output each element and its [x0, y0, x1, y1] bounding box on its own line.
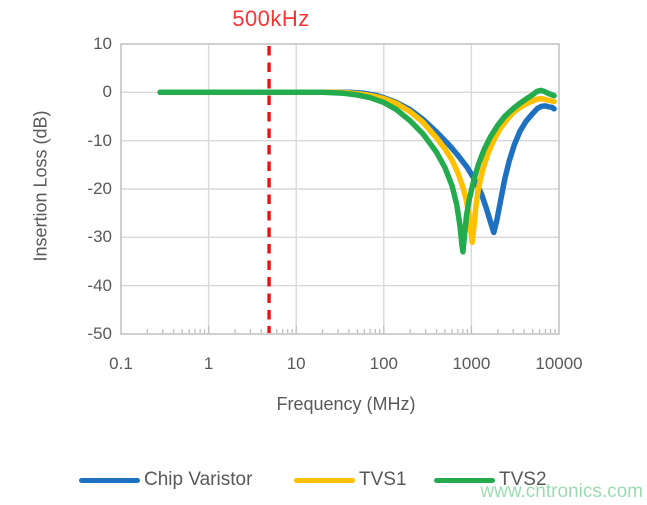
gridlines	[121, 44, 559, 334]
series-line-chip-varistor	[157, 89, 557, 236]
y-tick-label: -40	[87, 275, 112, 295]
x-axis-minor-ticks	[146, 326, 556, 333]
y-axis-title: Insertion Loss (dB)	[30, 110, 51, 262]
y-tick-label: -10	[87, 130, 112, 150]
x-tick-label: 1	[203, 354, 214, 373]
chart-title: 500kHz	[232, 6, 310, 31]
watermark: www.cntronics.com	[480, 481, 643, 502]
series-line-tvs1	[157, 89, 557, 245]
plot-border	[120, 43, 560, 335]
x-tick-label: 0.1	[109, 354, 133, 373]
y-tick-label: 10	[93, 34, 112, 53]
x-tick-label: 100	[369, 354, 398, 373]
x-tick-label: 1000	[452, 354, 491, 373]
x-tick-label: 10	[286, 354, 306, 373]
y-tick-label: -20	[87, 179, 112, 198]
x-axis-title: Frequency (MHz)	[276, 394, 416, 414]
y-tick-label: 0	[102, 82, 112, 102]
y-tick-label: -50	[87, 324, 112, 343]
x-tick-label: 10000	[535, 354, 583, 373]
y-tick-label: -30	[87, 227, 112, 247]
series-line-tvs2	[157, 87, 557, 255]
